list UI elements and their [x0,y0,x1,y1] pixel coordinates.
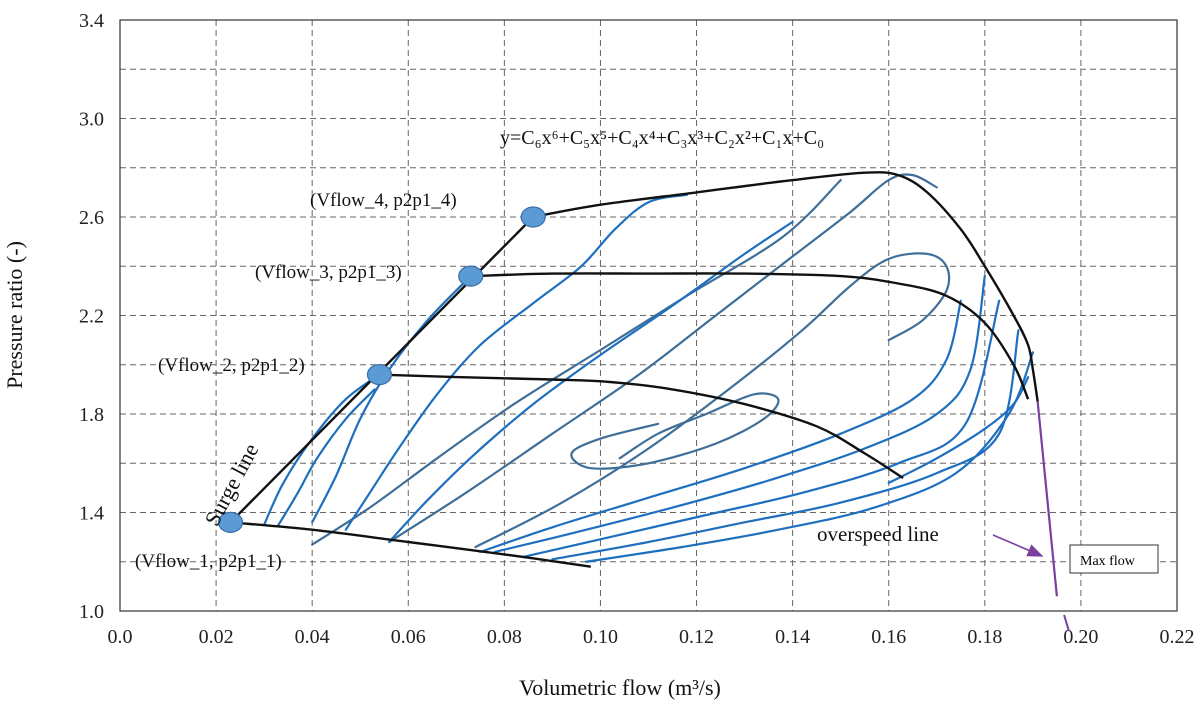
max-flow-box [1069,544,1159,574]
speed-line-6 [479,299,962,553]
x-tick-label: 0.12 [679,626,714,648]
surge-point-1 [217,511,244,533]
y-tick-label: 1.0 [79,601,104,623]
plot-frame [119,19,1178,612]
speed-line-8 [522,299,1001,558]
surge-point-4 [520,206,546,228]
x-axis-title: Volumetric flow (m³/s) [519,675,721,700]
fitted-speed-line-2 [379,373,904,480]
surge-point-label-3: (Vflow_3, p2p1_3) [255,262,402,283]
y-axis-title: Pressure ratio (-) [2,241,27,389]
speed-line-2 [277,388,376,526]
surge-point-3 [458,265,484,287]
speed-line-9 [551,329,1020,561]
efficiency-contour-1 [311,179,842,546]
max-flow-label: Max flow [1080,554,1136,569]
surge-point-label-4: (Vflow_4, p2p1_4) [310,190,457,211]
surge-point-label-2: (Vflow_2, p2p1_2) [158,355,305,376]
speed-line-7 [493,275,986,553]
surge-point-2 [366,364,393,386]
speed-line-5 [388,220,794,544]
efficiency-contour-3 [474,252,951,549]
efficiency-contour-2 [388,173,938,544]
surge-point-label-1: (Vflow_1, p2p1_1) [135,551,282,572]
overspeed-arrow [992,534,1044,557]
speed-line-10 [584,351,1034,563]
fitted-speed-line-3 [470,272,1030,400]
fitted-speed-line-1 [230,521,591,568]
y-tick-label: 3.4 [79,10,104,32]
fit-equation: y=C₆x⁶+C₅x⁵+C₄x⁴+C₃x³+C₂x²+C₁x+C₀ [500,127,824,149]
y-tick-label: 2.6 [79,207,104,229]
y-tick-label: 2.2 [79,306,104,328]
y-tick-label: 1.4 [79,503,104,525]
x-tick-label: 0.04 [295,626,330,648]
x-tick-label: 0.02 [199,626,234,648]
fitted-top-curve [532,171,1039,402]
x-tick-label: 0.0 [108,626,133,648]
overspeed-label: overspeed line [817,522,939,546]
speed-line-3 [311,275,472,524]
speed-line-4 [344,193,688,531]
x-tick-label: 0.18 [967,626,1002,648]
x-tick-label: 0.08 [487,626,522,648]
data-lines [217,171,1070,632]
axis-ticks: 0.0 0.02 0.04 0.06 0.08 0.10 0.12 0.14 0.16 0.18 0… [79,10,1195,648]
efficiency-contour-4 [570,392,780,470]
speed-line-11 [887,376,1030,484]
x-tick-label: 0.10 [583,626,618,648]
y-tick-label: 1.8 [79,404,104,426]
x-tick-label: 0.20 [1063,626,1098,648]
x-tick-label: 0.22 [1160,626,1195,648]
x-tick-label: 0.14 [775,626,810,648]
grid [120,20,1177,611]
max-flow-tick [1063,614,1070,632]
x-tick-label: 0.16 [871,626,906,648]
y-tick-label: 3.0 [79,109,104,131]
x-tick-label: 0.06 [391,626,426,648]
overspeed-line [1036,401,1058,597]
